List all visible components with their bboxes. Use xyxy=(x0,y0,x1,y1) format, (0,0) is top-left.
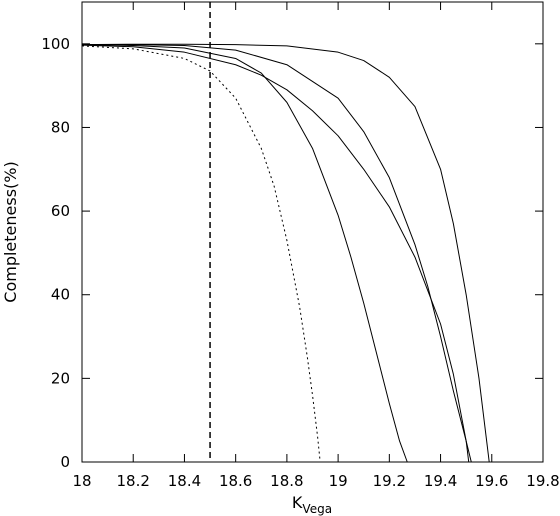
x-axis-label-subscript: Vega xyxy=(302,502,332,516)
y-tick-label: 0 xyxy=(60,453,70,471)
y-axis-ticks: 0 20 40 60 80 100 xyxy=(41,35,543,471)
x-axis-label-main: K xyxy=(292,493,303,512)
x-tick-label: 18.2 xyxy=(117,472,150,490)
series-line-5 xyxy=(81,45,321,463)
y-tick-label: 80 xyxy=(51,118,70,136)
x-tick-label: 18.4 xyxy=(168,472,201,490)
x-tick-label: 19.4 xyxy=(424,472,457,490)
x-axis-ticks: 18 18.2 18.4 18.6 18.8 19 19.2 19.4 19.6 19.8 xyxy=(72,2,560,490)
x-tick-label: 18 xyxy=(72,472,91,490)
x-tick-label: 19.6 xyxy=(475,472,508,490)
y-tick-label: 100 xyxy=(41,35,70,53)
series-line-4 xyxy=(81,44,408,463)
x-tick-label: 18.6 xyxy=(219,472,252,490)
y-axis-label: Completeness(%) xyxy=(1,161,20,302)
series-line-1 xyxy=(81,43,490,463)
y-tick-label: 20 xyxy=(51,369,70,387)
x-tick-label: 19.8 xyxy=(526,472,559,490)
x-tick-label: 18.8 xyxy=(270,472,303,490)
x-tick-label: 19 xyxy=(329,472,348,490)
x-tick-label: 19.2 xyxy=(373,472,406,490)
x-axis-label: KVega xyxy=(292,493,332,516)
y-tick-label: 40 xyxy=(51,286,70,304)
y-tick-label: 60 xyxy=(51,202,70,220)
series-line-3 xyxy=(81,44,470,463)
plot-frame xyxy=(81,1,544,463)
plot-lines xyxy=(81,43,490,463)
series-line-2 xyxy=(82,44,472,463)
